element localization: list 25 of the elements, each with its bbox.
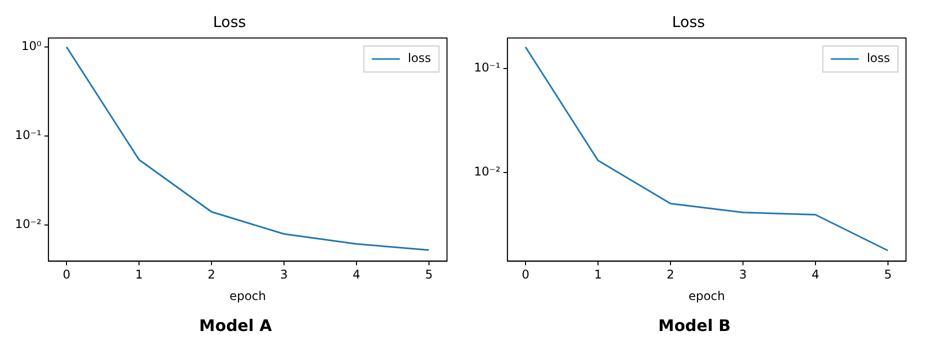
chart-title: Loss [672, 12, 706, 31]
x-tick-label: 0 [522, 268, 530, 282]
x-tick-label: 4 [812, 268, 820, 282]
y-tick-label: 10⁰ [21, 39, 42, 54]
x-tick-label: 2 [208, 268, 216, 282]
y-tick-label: 10⁻¹ [474, 60, 501, 75]
x-tick-label: 5 [884, 268, 892, 282]
y-tick-label: 10⁻² [474, 164, 501, 178]
x-tick-label: 1 [594, 268, 602, 282]
text: Model A [198, 316, 273, 335]
chart-title: Loss [213, 12, 246, 31]
y-tick-label: 10⁻² [14, 216, 42, 231]
legend-label: loss [866, 51, 890, 66]
legend-label: loss [408, 51, 432, 66]
x-tick-label: 5 [425, 268, 433, 282]
x-axis-title: epoch [229, 288, 266, 303]
x-axis-title: epoch [688, 288, 725, 303]
x-tick-label: 1 [135, 268, 143, 282]
x-tick-label: 3 [280, 268, 288, 282]
text: Model B [657, 316, 732, 335]
x-tick-label: 3 [739, 268, 747, 282]
x-tick-label: 2 [666, 268, 674, 282]
x-tick-label: 4 [352, 268, 360, 282]
x-tick-label: 0 [62, 268, 70, 282]
y-tick-label: 10⁻¹ [14, 128, 42, 142]
